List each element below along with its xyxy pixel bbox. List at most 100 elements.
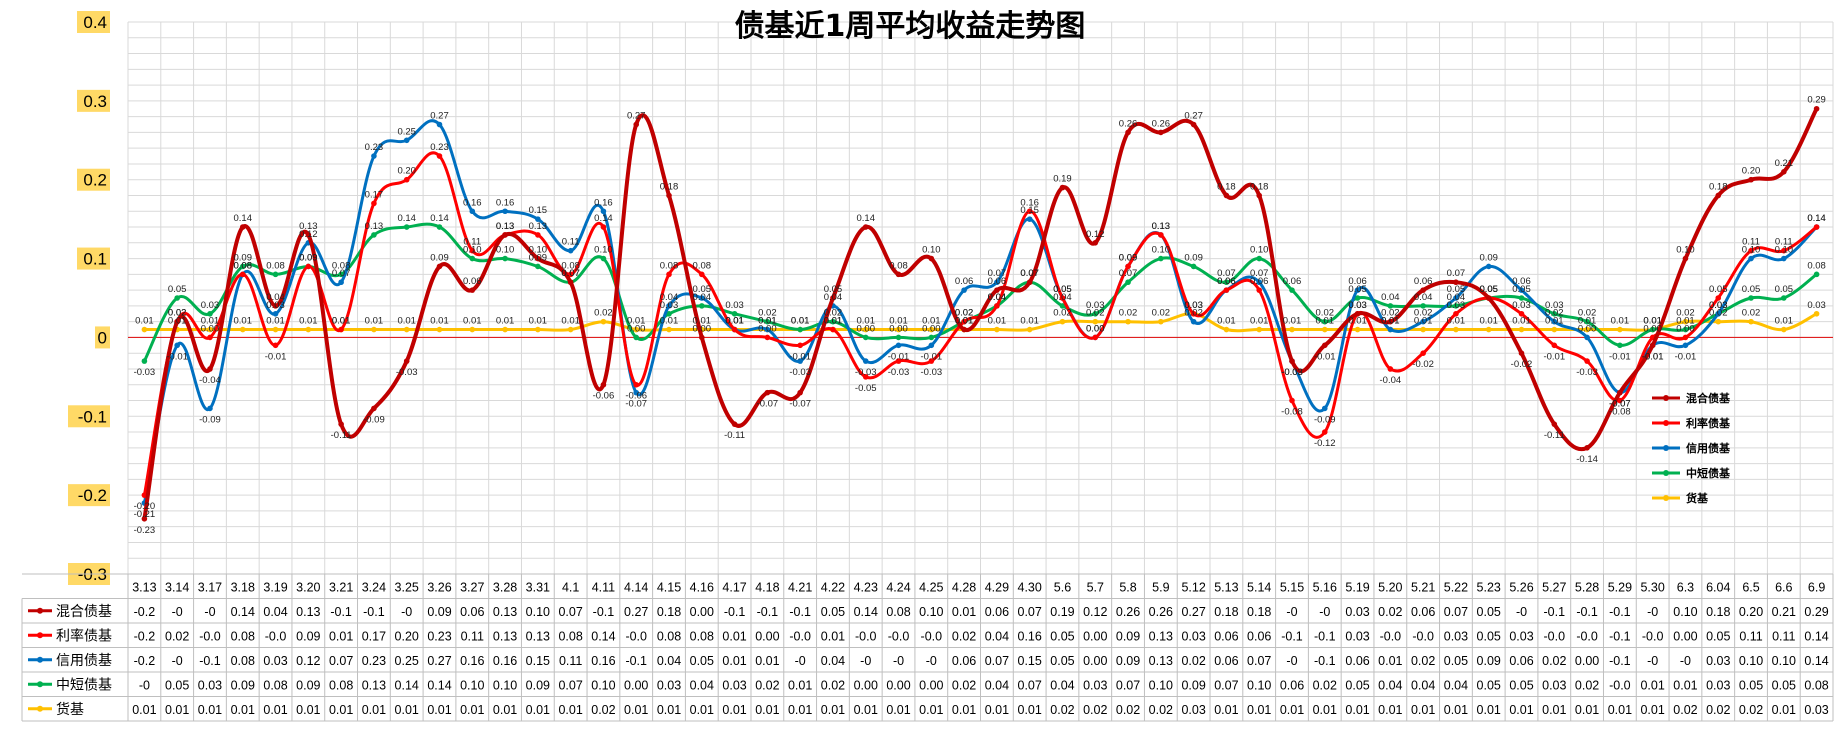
table-cell: 0.03 xyxy=(1181,703,1205,717)
legend-label: 利率债基 xyxy=(1686,416,1731,430)
data-label: -0.08 xyxy=(1609,407,1631,418)
data-point xyxy=(1190,121,1197,128)
data-label: 0.16 xyxy=(1020,197,1039,208)
data-label: 0.02 xyxy=(168,308,187,319)
table-cell: 0.13 xyxy=(493,605,517,619)
data-label: 0.01 xyxy=(1611,316,1630,327)
data-label: 0.01 xyxy=(1217,316,1236,327)
data-point xyxy=(633,121,640,128)
data-label: 0.13 xyxy=(496,221,515,232)
data-label: 0.06 xyxy=(1512,276,1531,287)
data-point xyxy=(338,271,344,278)
data-label: 0.14 xyxy=(1807,213,1826,224)
data-point xyxy=(1092,318,1099,325)
data-point xyxy=(207,366,213,372)
data-label: 0.13 xyxy=(496,221,515,232)
data-label: 0.03 xyxy=(1348,300,1367,311)
table-cell: 0.01 xyxy=(821,703,845,717)
data-point xyxy=(633,326,640,333)
table-cell: 0.07 xyxy=(558,605,582,619)
x-tick-label: 4.24 xyxy=(886,580,910,594)
table-cell: 0.00 xyxy=(755,629,779,643)
table-cell: -0.0 xyxy=(1576,629,1598,643)
table-cell: 0.18 xyxy=(1247,605,1271,619)
data-label: -0.04 xyxy=(1380,375,1402,386)
data-point xyxy=(1551,342,1558,349)
data-label: 0.01 xyxy=(1381,316,1400,327)
data-point xyxy=(764,326,771,333)
data-point xyxy=(1092,240,1099,246)
table-cell: 0.04 xyxy=(1378,678,1402,692)
data-point xyxy=(403,137,410,144)
y-tick-label: 0.4 xyxy=(83,13,107,32)
data-label: 0.01 xyxy=(758,316,777,327)
table-cell: 0.02 xyxy=(952,678,976,692)
table-cell: 0.03 xyxy=(1509,629,1533,643)
data-label: 0.04 xyxy=(266,292,285,303)
data-point xyxy=(1518,295,1525,301)
table-cell: 0.01 xyxy=(263,703,287,717)
data-label: 0.01 xyxy=(725,316,744,327)
y-axis: -0.3-0.2-0.100.10.20.30.4 xyxy=(68,11,110,585)
data-point xyxy=(1748,247,1754,254)
table-cell: 0.12 xyxy=(296,654,320,668)
data-label: -0.01 xyxy=(789,351,811,362)
data-point xyxy=(1289,358,1295,364)
table-cell: 0.09 xyxy=(296,629,320,643)
data-label: 0.18 xyxy=(1217,181,1236,192)
table-cell: 0.05 xyxy=(1444,654,1468,668)
table-cell: 0.03 xyxy=(1542,678,1566,692)
data-label: 0.08 xyxy=(693,260,712,271)
table-cell: 0.07 xyxy=(1116,678,1140,692)
x-tick-label: 5.27 xyxy=(1542,580,1566,594)
data-label: -0.01 xyxy=(1675,351,1697,362)
table-cell: 0.06 xyxy=(1247,629,1271,643)
data-label: 0.01 xyxy=(889,316,908,327)
data-label: 0.06 xyxy=(463,276,482,287)
table-cell: -0.0 xyxy=(199,629,221,643)
y-tick-label: 0 xyxy=(98,328,107,347)
table-cell: -0 xyxy=(893,654,904,668)
data-point xyxy=(207,310,213,317)
table-cell: 0.25 xyxy=(395,654,419,668)
table-cell: -0 xyxy=(139,678,150,692)
data-label: 0.01 xyxy=(430,316,449,327)
y-tick-box xyxy=(68,484,110,507)
data-label: 0.07 xyxy=(1020,268,1039,279)
data-label: 0.13 xyxy=(365,221,384,232)
table-cell: 0.00 xyxy=(886,678,910,692)
table-cell: 0.13 xyxy=(296,605,320,619)
table-cell: 0.02 xyxy=(1181,654,1205,668)
data-point xyxy=(600,255,607,262)
data-point xyxy=(862,224,869,230)
data-label: 0.07 xyxy=(561,268,580,279)
table-cell: 0.07 xyxy=(1214,678,1238,692)
table-cell: -0.0 xyxy=(1412,629,1434,643)
data-point xyxy=(1617,389,1623,396)
table-cell: 0.14 xyxy=(854,605,878,619)
data-label: -0.06 xyxy=(625,391,647,402)
data-label: 0.03 xyxy=(1348,300,1367,311)
data-point xyxy=(1125,279,1131,286)
table-cell: 0.02 xyxy=(1116,703,1140,717)
data-label: 0.02 xyxy=(1381,308,1400,319)
table-cell: 0.13 xyxy=(493,629,517,643)
data-point xyxy=(961,326,967,333)
data-label: 0.07 xyxy=(561,268,580,279)
data-point xyxy=(1256,279,1263,286)
data-point xyxy=(633,334,640,341)
data-point xyxy=(1682,334,1689,341)
table-cell: 0.26 xyxy=(1149,605,1173,619)
grid xyxy=(127,21,1834,575)
data-label: 0.13 xyxy=(1152,221,1171,232)
data-label: 0.02 xyxy=(1086,308,1105,319)
data-label: 0.03 xyxy=(1086,300,1105,311)
data-point xyxy=(535,232,541,238)
table-cell: 0.03 xyxy=(1345,605,1369,619)
data-label: 0.09 xyxy=(1119,252,1138,263)
data-label: -0.07 xyxy=(1609,399,1631,410)
table-cell: 0.04 xyxy=(1411,678,1435,692)
data-label: 0.01 xyxy=(234,316,253,327)
data-label: 0.04 xyxy=(660,292,679,303)
data-point xyxy=(895,271,902,278)
